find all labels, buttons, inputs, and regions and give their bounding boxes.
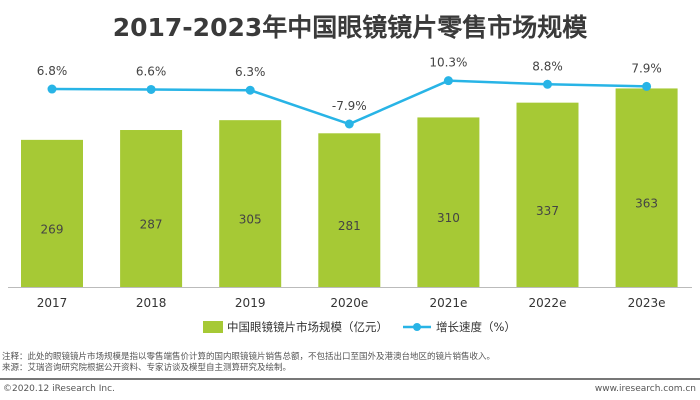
growth-point-2022e <box>543 79 552 89</box>
legend-line-label: 增长速度（%） <box>436 320 516 334</box>
copyright: ©2020.12 iResearch Inc. <box>3 384 115 394</box>
growth-label-2019: 6.3% <box>235 65 266 79</box>
bar-label-2023e: 363 <box>635 197 658 211</box>
legend-bar-label: 中国眼镜镜片市场规模（亿元） <box>227 320 388 334</box>
bar-2019 <box>219 120 282 287</box>
bar-2021e <box>417 117 480 288</box>
bar-label-2017: 269 <box>41 222 64 236</box>
bar-label-2020e: 281 <box>338 219 361 233</box>
bar-label-2021e: 310 <box>437 211 460 225</box>
chart: 269 2017 287 2018 305 2019 281 2020e 310 2021e 337… <box>8 56 692 334</box>
growth-label-2018: 6.6% <box>136 64 167 78</box>
x-tick-2019: 2019 <box>235 296 266 310</box>
bar-label-2019: 305 <box>239 213 262 227</box>
bar-label-2018: 287 <box>140 218 163 232</box>
bar-2022e <box>516 102 579 287</box>
growth-label-2021e: 10.3% <box>429 56 467 70</box>
source-text: 来源：艾瑞咨询研究院根据公开资料、专家访谈及模型自主测算研究及绘制。 <box>2 363 292 373</box>
x-tick-2018: 2018 <box>136 296 167 310</box>
growth-label-2020e: -7.9% <box>332 99 367 113</box>
growth-point-2021e <box>443 76 453 86</box>
note-text: 注释：此处的眼镜镜片市场规模是指以零售端售价计算的国内眼镜镜片销售总额，不包括出… <box>2 352 496 362</box>
growth-label-2017: 6.8% <box>37 64 68 78</box>
growth-point-2017 <box>47 84 57 94</box>
x-tick-2022e: 2022e <box>529 296 567 310</box>
growth-label-2023e: 7.9% <box>631 61 662 75</box>
bar-label-2022e: 337 <box>536 204 559 218</box>
growth-point-2023e <box>642 81 652 91</box>
growth-point-2020e <box>344 119 354 129</box>
bar-2020e <box>318 133 381 287</box>
growth-label-2022e: 8.8% <box>532 59 563 73</box>
chart-title: 2017-2023年中国眼镜镜片零售市场规模 <box>112 13 588 42</box>
x-tick-2017: 2017 <box>37 296 68 310</box>
growth-point-2019 <box>245 85 255 95</box>
bar-2023e <box>615 88 678 288</box>
x-tick-2023e: 2023e <box>628 296 666 310</box>
legend-line-marker <box>413 323 421 331</box>
bar-2018 <box>120 130 183 287</box>
footer-divider <box>0 378 700 380</box>
legend-bar-swatch <box>203 321 223 333</box>
notes: 注释：此处的眼镜镜片市场规模是指以零售端售价计算的国内眼镜镜片销售总额，不包括出… <box>2 352 495 374</box>
growth-point-2018 <box>146 84 156 94</box>
x-tick-2020e: 2020e <box>330 296 368 310</box>
x-tick-2021e: 2021e <box>429 296 467 310</box>
website-link[interactable]: www.iresearch.com.cn <box>594 384 696 394</box>
bar-2017 <box>21 139 83 287</box>
